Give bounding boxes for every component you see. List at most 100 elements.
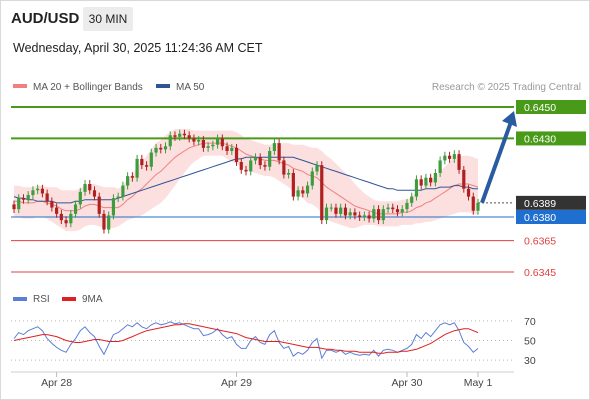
- candle-body: [424, 177, 428, 186]
- candle-body: [419, 179, 423, 186]
- rsi-tick-label: 70: [524, 316, 536, 328]
- level-label: 0.6365: [524, 236, 556, 248]
- credit-text: Research © 2025 Trading Central: [432, 82, 581, 93]
- candle-body: [372, 209, 376, 219]
- candle-body: [462, 169, 466, 189]
- ma50-line: [13, 156, 478, 204]
- candle-body: [315, 165, 319, 172]
- candle-body: [21, 198, 26, 200]
- level-label: 0.6345: [524, 267, 556, 279]
- candle-body: [476, 202, 480, 211]
- candle-body: [55, 207, 59, 214]
- candle-body: [126, 176, 130, 186]
- candle-body: [50, 201, 54, 208]
- symbol-title: AUD/USD: [11, 10, 80, 27]
- candle-body: [45, 193, 49, 202]
- candle-body: [282, 160, 286, 175]
- candle-body: [376, 209, 381, 221]
- candle-body: [225, 146, 229, 151]
- candle-body: [381, 209, 385, 221]
- rsi-9ma-line: [13, 323, 479, 354]
- candle-body: [130, 176, 134, 178]
- candle-body: [466, 188, 471, 197]
- candle-body: [178, 133, 182, 137]
- candle-body: [159, 147, 163, 150]
- legend-swatch-ma50: [156, 84, 170, 88]
- candle-body: [111, 198, 116, 216]
- candle-body: [429, 177, 433, 183]
- level-label: 0.6450: [524, 102, 556, 114]
- candle-body: [358, 215, 362, 217]
- legend-label-9ma: 9MA: [82, 294, 103, 305]
- candle-body: [452, 154, 456, 159]
- candle-body: [64, 220, 68, 224]
- x-tick-label: May 1: [464, 377, 493, 389]
- candle-body: [287, 173, 291, 175]
- rsi-tick-label: 30: [524, 355, 536, 367]
- x-tick-label: Apr 28: [41, 377, 72, 389]
- candle-body: [107, 215, 111, 230]
- candle-body: [121, 185, 125, 197]
- candle-body: [244, 169, 248, 172]
- candle-body: [36, 188, 40, 191]
- level-tag-resistance: [516, 100, 586, 114]
- legend-swatch-rsi: [13, 297, 27, 301]
- candle-body: [291, 173, 295, 197]
- x-tick-label: Apr 29: [221, 377, 252, 389]
- candle-body: [140, 158, 144, 166]
- candle-body: [301, 190, 305, 194]
- level-tag-resistance: [516, 131, 586, 146]
- candle-body: [234, 147, 239, 162]
- candle-body: [116, 196, 120, 199]
- candle-body: [263, 165, 267, 167]
- level-label: 0.6389: [524, 198, 556, 210]
- candle-body: [239, 162, 243, 170]
- candle-body: [102, 213, 106, 230]
- candle-body: [78, 191, 82, 205]
- candle-body: [182, 133, 187, 136]
- candle-body: [154, 147, 158, 153]
- candle-body: [17, 198, 21, 210]
- candle-body: [367, 215, 371, 219]
- candle-body: [320, 165, 324, 221]
- candle-body: [88, 184, 92, 191]
- candle-body: [405, 202, 409, 210]
- candle-body: [343, 207, 348, 216]
- candle-body: [230, 147, 234, 151]
- candle-body: [334, 207, 338, 214]
- candle-body: [187, 135, 191, 139]
- candle-body: [92, 190, 97, 197]
- candle-body: [192, 138, 196, 142]
- arrow-head: [502, 111, 517, 127]
- candle-body: [215, 138, 220, 145]
- candle-body: [168, 135, 172, 147]
- ma20-line: [14, 142, 479, 215]
- rsi-tick-label: 50: [524, 336, 536, 348]
- candle-body: [391, 207, 395, 210]
- candle-body: [305, 185, 310, 194]
- candle-body: [163, 146, 168, 150]
- x-axis: Apr 28 Apr 29 Apr 30 May 1: [41, 372, 492, 389]
- legend-label-ma20: MA 20 + Bollinger Bands: [33, 82, 143, 93]
- legend-swatch-ma20: [13, 84, 27, 88]
- candle-body: [348, 212, 352, 216]
- bollinger-band-area: [14, 129, 478, 232]
- candle-body: [59, 213, 63, 221]
- candle-body: [272, 143, 277, 151]
- candles: [12, 129, 480, 234]
- candle-body: [296, 190, 300, 197]
- timeframe-badge[interactable]: 30 MIN: [83, 7, 133, 31]
- arrow-shaft: [480, 118, 514, 204]
- candle-body: [447, 155, 452, 159]
- candle-body: [40, 188, 45, 194]
- candle-body: [400, 209, 404, 213]
- candle-body: [324, 207, 329, 221]
- timestamp: Wednesday, April 30, 2025 11:24:36 AM CE…: [13, 41, 263, 55]
- candle-body: [253, 157, 258, 161]
- x-tick-label: Apr 30: [392, 377, 423, 389]
- candle-body: [410, 196, 414, 203]
- price-level-labels: 0.6450 0.6430 0.6389 0.6380 0.6365 0.6345: [516, 100, 586, 279]
- candle-body: [258, 157, 262, 166]
- candle-body: [31, 190, 35, 195]
